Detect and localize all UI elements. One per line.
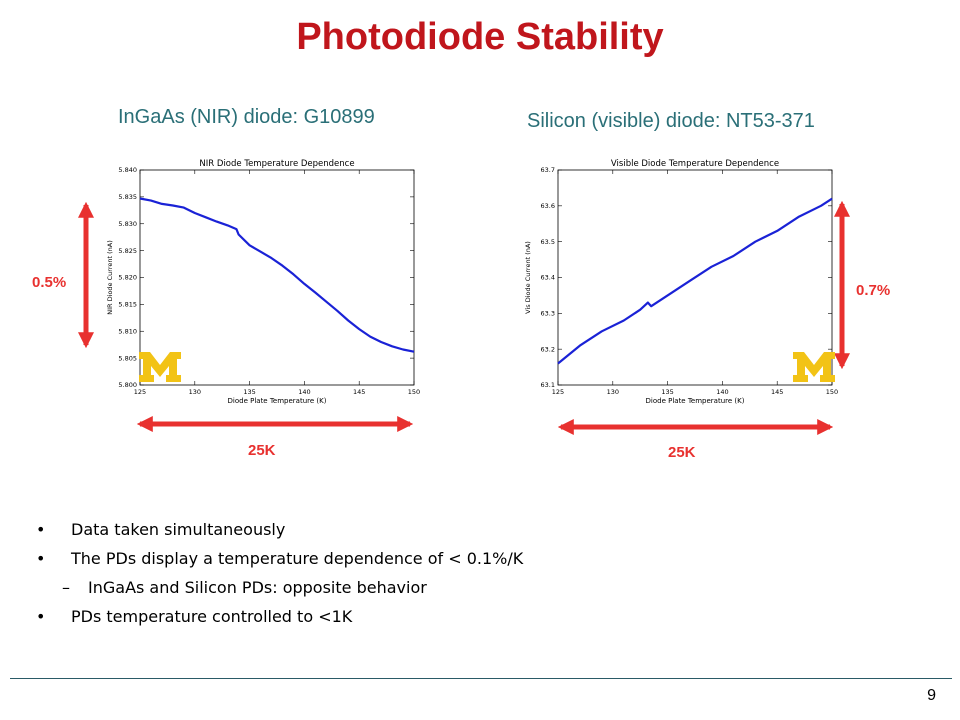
bullet-dot: • <box>36 549 46 568</box>
bullet-item: • The PDs display a temperature dependen… <box>36 544 736 573</box>
vis-y-tick-label: 63.3 <box>541 310 555 318</box>
bullet-item: • Data taken simultaneously <box>36 515 736 544</box>
vis-y-axis-label: Vis Diode Current (nA) <box>524 241 532 314</box>
nir-chart: NIR Diode Temperature Dependence 125 130 13… <box>106 159 420 405</box>
page-number: 9 <box>927 687 936 704</box>
nir-x-axis-label: Diode Plate Temperature (K) <box>228 397 327 405</box>
nir-y-tick-label: 5.800 <box>118 381 137 389</box>
nir-chart-title: NIR Diode Temperature Dependence <box>199 159 354 169</box>
nir-x-tick-label: 135 <box>243 388 255 396</box>
nir-y-tick-label: 5.830 <box>118 220 137 228</box>
vis-y-tick-label: 63.7 <box>541 166 555 174</box>
bullet-text: The PDs display a temperature dependence… <box>71 549 524 568</box>
nir-x-tick-label: 130 <box>189 388 201 396</box>
nir-range-label: 25K <box>248 442 276 459</box>
sub-bullet-item: – InGaAs and Silicon PDs: opposite behav… <box>36 573 736 602</box>
block-m-logo <box>139 352 181 382</box>
nir-x-tick-label: 145 <box>353 388 365 396</box>
silicon-subtitle: Silicon (visible) diode: NT53-371 <box>527 110 815 132</box>
vis-x-tick-label: 125 <box>552 388 564 396</box>
vis-y-tick-label: 63.4 <box>541 274 555 282</box>
nir-x-tick-label: 140 <box>298 388 310 396</box>
nir-y-tick-label: 5.815 <box>118 301 137 309</box>
nir-plot-frame <box>139 169 415 386</box>
vis-x-tick-label: 145 <box>771 388 783 396</box>
vis-data-line <box>557 197 833 365</box>
nir-x-tick-label: 150 <box>408 388 420 396</box>
vis-chart-title: Visible Diode Temperature Dependence <box>611 159 779 169</box>
nir-y-tick-label: 5.835 <box>118 193 137 201</box>
sub-bullet-dash: – <box>62 578 70 597</box>
ingaas-subtitle: InGaAs (NIR) diode: G10899 <box>118 106 375 128</box>
nir-y-tick-label: 5.840 <box>118 166 137 174</box>
nir-x-tick-label: 125 <box>134 388 146 396</box>
vis-x-tick-label: 150 <box>826 388 838 396</box>
bullet-dot: • <box>36 520 46 539</box>
vis-range-label: 25K <box>668 444 696 461</box>
block-m-logo <box>793 352 835 382</box>
nir-y-tick-label: 5.805 <box>118 354 137 362</box>
nir-y-axis-label: NIR Diode Current (nA) <box>106 240 114 314</box>
footer-divider <box>10 678 952 679</box>
bullet-list: • Data taken simultaneously • The PDs di… <box>36 515 736 631</box>
bullet-item: • PDs temperature controlled to <1K <box>36 602 736 631</box>
visible-chart: Visible Diode Temperature Dependence 125 1… <box>524 159 838 405</box>
bullet-text: Data taken simultaneously <box>71 520 286 539</box>
bullet-dot: • <box>36 607 46 626</box>
nir-y-tick-label: 5.820 <box>118 274 137 282</box>
vis-y-tick-label: 63.6 <box>541 202 555 210</box>
bullet-text: PDs temperature controlled to <1K <box>71 607 353 626</box>
nir-y-tick-label: 5.825 <box>118 247 137 255</box>
nir-percent-label: 0.5% <box>32 274 67 291</box>
vis-y-tick-label: 63.1 <box>541 381 555 389</box>
vis-x-axis-label: Diode Plate Temperature (K) <box>646 397 745 405</box>
vis-y-tick-label: 63.2 <box>541 345 555 353</box>
nir-data-line <box>139 197 415 353</box>
vis-y-tick-label: 63.5 <box>541 238 555 246</box>
vis-x-tick-label: 135 <box>661 388 673 396</box>
vis-percent-label: 0.7% <box>856 282 891 299</box>
nir-y-tick-label: 5.810 <box>118 327 137 335</box>
vis-x-tick-label: 140 <box>716 388 728 396</box>
slide-title: Photodiode Stability <box>296 16 664 58</box>
bullet-text: InGaAs and Silicon PDs: opposite behavio… <box>88 578 427 597</box>
vis-x-tick-label: 130 <box>607 388 619 396</box>
